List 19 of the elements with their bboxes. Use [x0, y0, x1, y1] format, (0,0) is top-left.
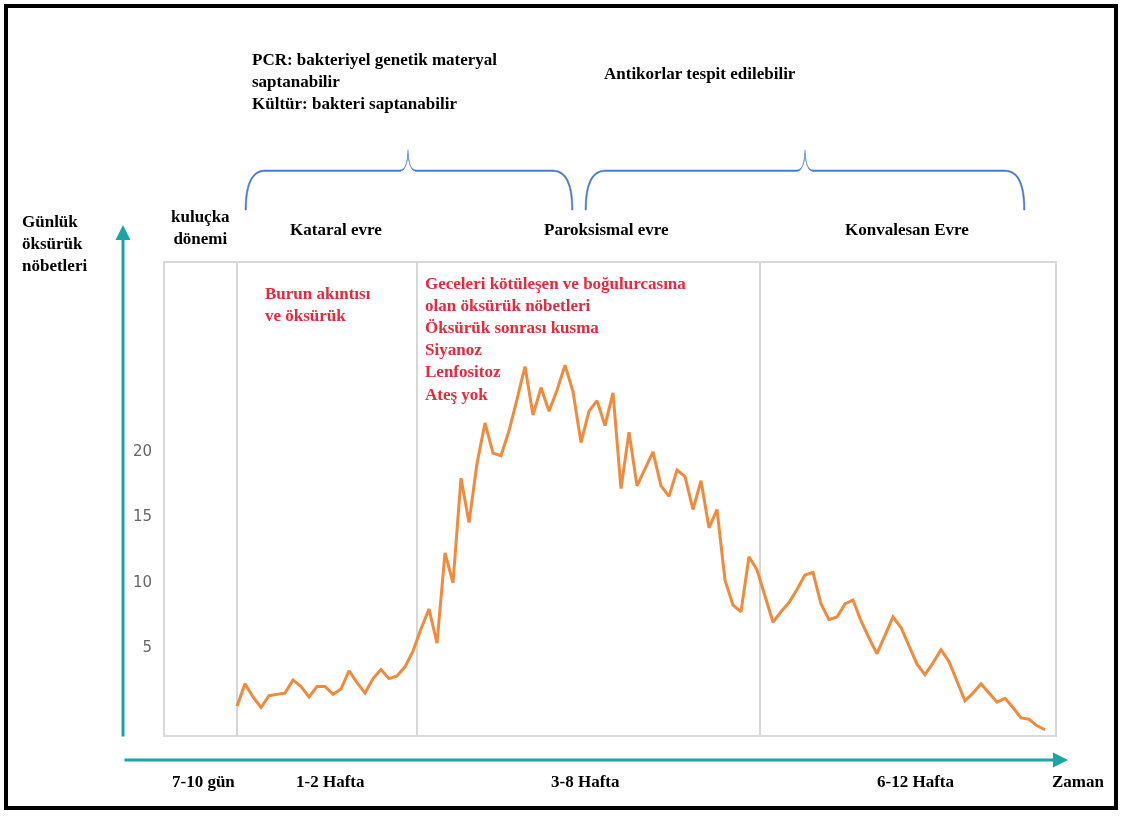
text: Paroksismal evre — [544, 220, 669, 239]
y-tick-label: 20 — [132, 441, 152, 460]
text: Kataral evre — [290, 220, 383, 239]
text: 7-10 gün — [172, 772, 236, 791]
text: Konvalesan Evre — [845, 220, 970, 239]
annotation: Geceleri kötüleşen ve boğulurcasına olan öksürük nöbetleri Öksürük sonrası kusma Siyanoz Lenfositoz Ateş yok — [425, 274, 687, 404]
y-axis-title: Günlük öksürük nöbetleri — [22, 212, 88, 276]
text: 6-12 Hafta — [877, 772, 955, 791]
x-axis-title: Zaman — [1052, 772, 1105, 791]
line-series — [235, 363, 1047, 732]
y-tick-label: 5 — [142, 638, 152, 657]
text: PCR: bakteriyel genetik materyal saptanabilir Kültür: bakteri saptanabilir — [252, 50, 498, 114]
y-tick-label: 15 — [132, 507, 152, 526]
text: kuluçka dönemi — [171, 207, 231, 249]
annotation: Burun akıntısı ve öksürük — [265, 284, 371, 326]
text: 1-2 Hafta — [296, 772, 365, 791]
text: Antikorlar tespit edilebilir — [604, 64, 796, 83]
y-tick-label: 10 — [132, 572, 152, 591]
text: 3-8 Hafta — [551, 772, 620, 791]
